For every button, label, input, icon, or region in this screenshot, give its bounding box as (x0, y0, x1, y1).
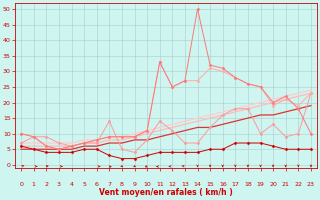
X-axis label: Vent moyen/en rafales ( km/h ): Vent moyen/en rafales ( km/h ) (99, 188, 233, 197)
